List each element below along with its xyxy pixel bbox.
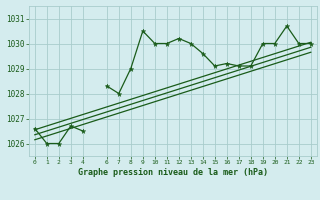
X-axis label: Graphe pression niveau de la mer (hPa): Graphe pression niveau de la mer (hPa) bbox=[78, 168, 268, 177]
